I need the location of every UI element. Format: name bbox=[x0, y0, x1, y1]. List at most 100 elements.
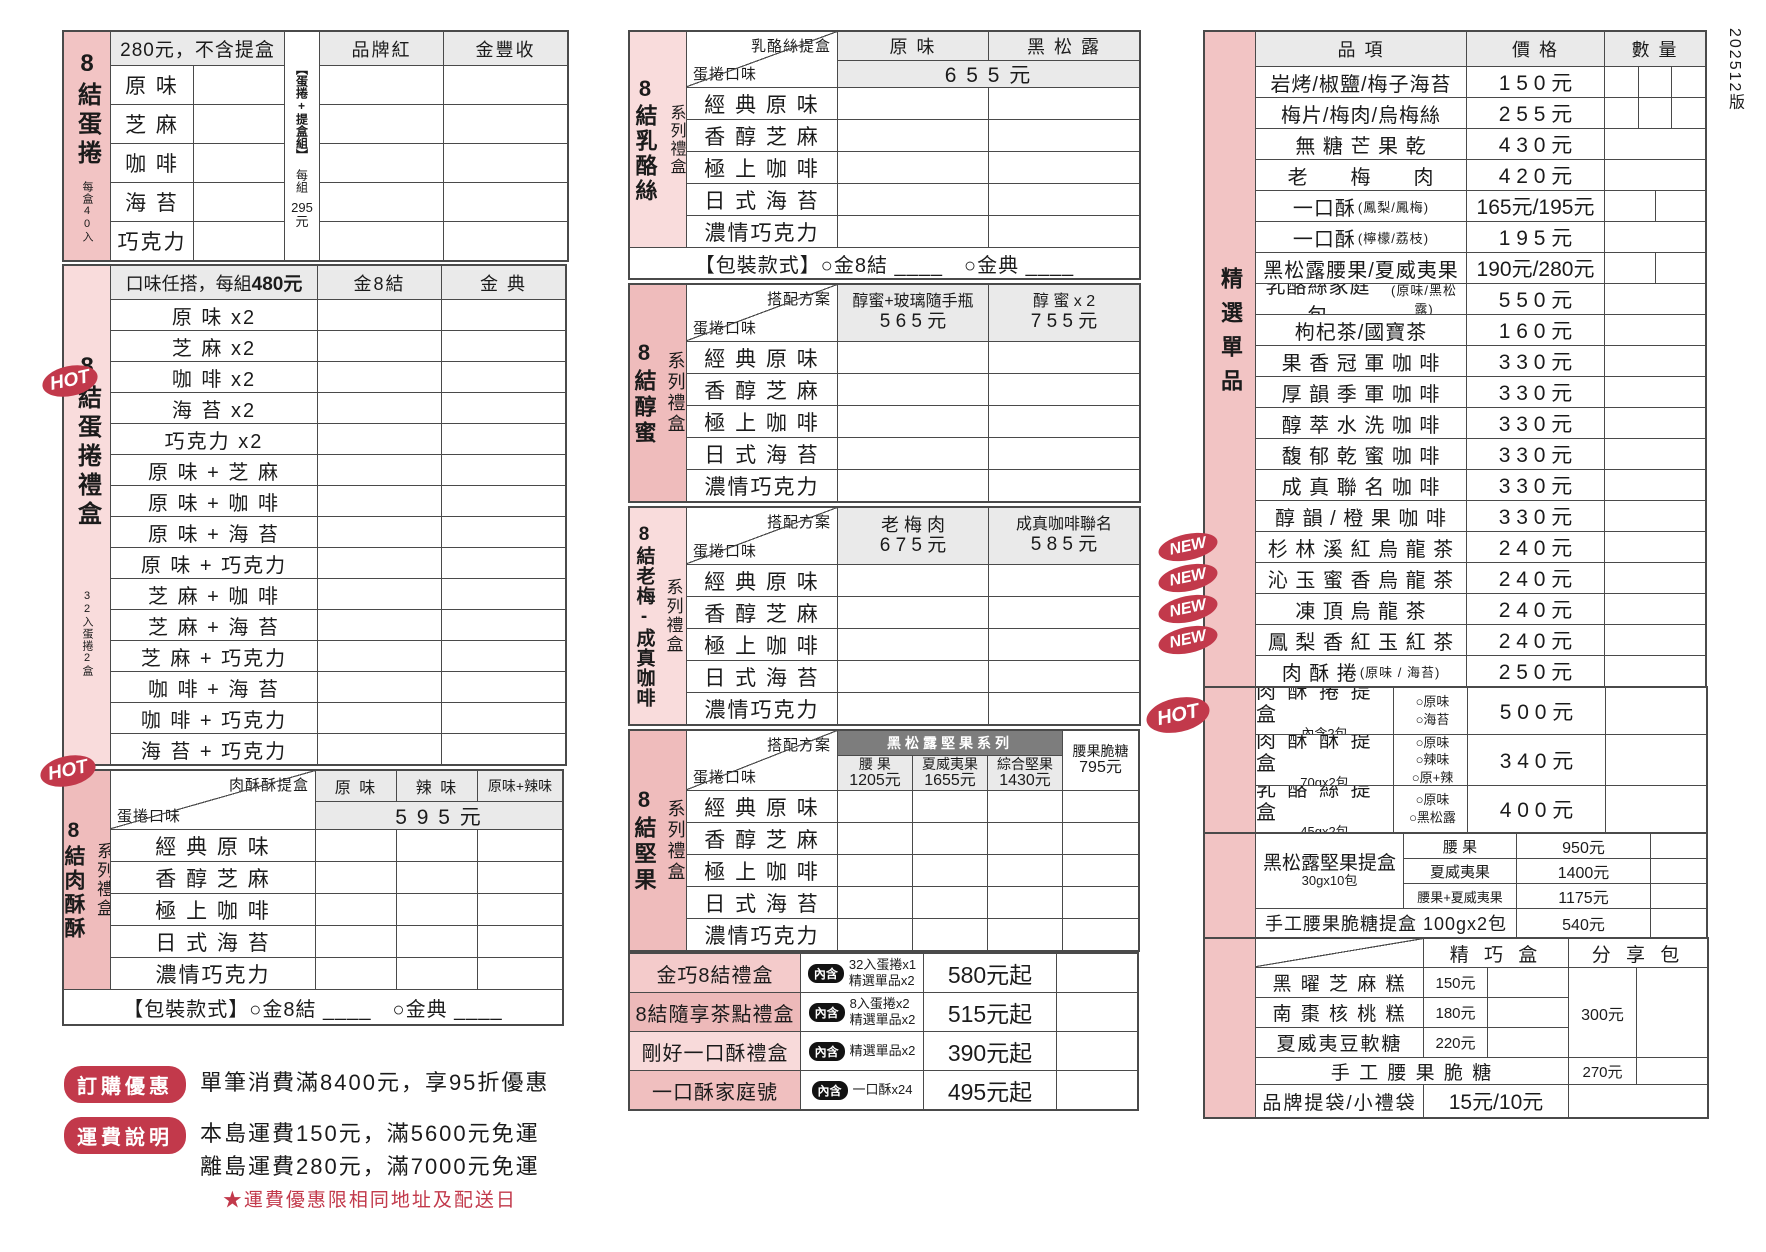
quantity-cell[interactable] bbox=[442, 672, 565, 702]
quantity-cell[interactable] bbox=[1654, 191, 1706, 221]
quantity-cell-group[interactable] bbox=[1605, 532, 1705, 562]
quantity-cell[interactable] bbox=[1605, 532, 1705, 562]
quantity-cell-group[interactable] bbox=[1605, 439, 1705, 469]
quantity-cell[interactable] bbox=[989, 88, 1139, 119]
quantity-cell[interactable] bbox=[318, 734, 441, 764]
quantity-cell[interactable] bbox=[1651, 884, 1706, 908]
quantity-cell[interactable] bbox=[1637, 67, 1672, 97]
quantity-cell[interactable] bbox=[1651, 859, 1706, 883]
quantity-cell-group[interactable] bbox=[1605, 563, 1705, 593]
quantity-cell[interactable] bbox=[318, 703, 441, 733]
quantity-cell[interactable] bbox=[1671, 98, 1705, 128]
quantity-cell[interactable] bbox=[316, 926, 396, 957]
quantity-cell[interactable] bbox=[838, 470, 988, 501]
quantity-cell[interactable] bbox=[838, 661, 988, 692]
quantity-cell[interactable] bbox=[989, 216, 1139, 247]
quantity-cell[interactable] bbox=[838, 152, 988, 183]
quantity-cell[interactable] bbox=[1488, 1028, 1568, 1057]
quantity-cell[interactable] bbox=[478, 926, 562, 957]
quantity-cell[interactable] bbox=[194, 183, 284, 221]
packaging-style-row[interactable]: 【包裝款式】○金8結 ____ ○金典 ____ bbox=[630, 248, 1139, 278]
flavor-options[interactable]: ○原味 ○海苔 bbox=[1394, 688, 1467, 734]
quantity-cell[interactable] bbox=[318, 455, 441, 485]
quantity-cell-group[interactable] bbox=[1605, 346, 1705, 376]
quantity-cell[interactable] bbox=[1605, 563, 1705, 593]
quantity-cell[interactable] bbox=[1063, 791, 1138, 822]
quantity-cell[interactable] bbox=[442, 424, 565, 454]
quantity-cell[interactable] bbox=[1605, 346, 1705, 376]
quantity-cell[interactable] bbox=[1057, 993, 1137, 1031]
quantity-cell[interactable] bbox=[444, 105, 567, 143]
quantity-cell-group[interactable] bbox=[1605, 656, 1705, 686]
quantity-cell[interactable] bbox=[397, 830, 477, 861]
quantity-cell[interactable] bbox=[1057, 1032, 1137, 1070]
quantity-cell[interactable] bbox=[478, 894, 562, 925]
quantity-cell[interactable] bbox=[838, 855, 912, 886]
quantity-cell[interactable] bbox=[318, 610, 441, 640]
quantity-cell[interactable] bbox=[316, 958, 396, 989]
quantity-cell[interactable] bbox=[1637, 98, 1672, 128]
quantity-cell[interactable] bbox=[318, 641, 441, 671]
quantity-cell[interactable] bbox=[1063, 855, 1138, 886]
quantity-cell[interactable] bbox=[1637, 1058, 1707, 1084]
quantity-cell[interactable] bbox=[320, 105, 443, 143]
quantity-cell[interactable] bbox=[1605, 67, 1638, 97]
quantity-cell[interactable] bbox=[1605, 284, 1705, 314]
quantity-cell[interactable] bbox=[913, 887, 987, 918]
quantity-cell[interactable] bbox=[444, 66, 567, 104]
quantity-cell[interactable] bbox=[316, 830, 396, 861]
quantity-cell-group[interactable] bbox=[1605, 501, 1705, 531]
quantity-cell-group[interactable] bbox=[1605, 222, 1705, 252]
quantity-cell[interactable] bbox=[442, 579, 565, 609]
quantity-cell[interactable] bbox=[838, 438, 988, 469]
quantity-cell[interactable] bbox=[442, 455, 565, 485]
quantity-cell[interactable] bbox=[838, 919, 912, 950]
flavor-options[interactable]: ○原味 ○辣味 ○原+辣 bbox=[1394, 735, 1467, 785]
quantity-cell[interactable] bbox=[1488, 968, 1568, 997]
quantity-cell-group[interactable] bbox=[1605, 377, 1705, 407]
quantity-cell[interactable] bbox=[397, 894, 477, 925]
quantity-cell[interactable] bbox=[1606, 786, 1706, 832]
quantity-cell[interactable] bbox=[318, 331, 441, 361]
quantity-cell[interactable] bbox=[1651, 834, 1706, 858]
quantity-cell[interactable] bbox=[1606, 688, 1706, 734]
quantity-cell[interactable] bbox=[913, 855, 987, 886]
quantity-cell[interactable] bbox=[442, 393, 565, 423]
quantity-cell[interactable] bbox=[838, 823, 912, 854]
quantity-cell[interactable] bbox=[1057, 1071, 1137, 1109]
quantity-cell-group[interactable] bbox=[1605, 315, 1705, 345]
quantity-cell[interactable] bbox=[988, 887, 1062, 918]
quantity-cell[interactable] bbox=[1605, 222, 1705, 252]
quantity-cell[interactable] bbox=[444, 183, 567, 221]
quantity-cell[interactable] bbox=[838, 693, 988, 724]
quantity-cell[interactable] bbox=[442, 331, 565, 361]
quantity-cell[interactable] bbox=[320, 183, 443, 221]
quantity-cell[interactable] bbox=[988, 823, 1062, 854]
quantity-cell[interactable] bbox=[442, 548, 565, 578]
quantity-cell[interactable] bbox=[989, 374, 1139, 405]
quantity-cell[interactable] bbox=[318, 393, 441, 423]
quantity-cell[interactable] bbox=[988, 919, 1062, 950]
quantity-cell[interactable] bbox=[478, 830, 562, 861]
quantity-cell[interactable] bbox=[1605, 470, 1705, 500]
quantity-cell[interactable] bbox=[1605, 315, 1705, 345]
quantity-cell[interactable] bbox=[838, 887, 912, 918]
quantity-cell[interactable] bbox=[838, 374, 988, 405]
quantity-cell[interactable] bbox=[989, 693, 1139, 724]
quantity-cell-group[interactable] bbox=[1605, 191, 1705, 221]
quantity-cell[interactable] bbox=[194, 144, 284, 182]
packaging-style-row[interactable]: 【包裝款式】○金8結 ____ ○金典 ____ bbox=[64, 990, 562, 1024]
quantity-cell[interactable] bbox=[318, 517, 441, 547]
quantity-cell-group[interactable] bbox=[1605, 253, 1705, 283]
quantity-cell[interactable] bbox=[194, 222, 284, 260]
quantity-cell[interactable] bbox=[989, 406, 1139, 437]
quantity-cell[interactable] bbox=[1605, 501, 1705, 531]
quantity-cell[interactable] bbox=[320, 144, 443, 182]
quantity-cell-group[interactable] bbox=[1605, 594, 1705, 624]
quantity-cell[interactable] bbox=[194, 66, 284, 104]
quantity-cell[interactable] bbox=[320, 66, 443, 104]
quantity-cell[interactable] bbox=[1605, 98, 1638, 128]
quantity-cell[interactable] bbox=[1063, 823, 1138, 854]
quantity-cell[interactable] bbox=[1605, 253, 1655, 283]
quantity-cell[interactable] bbox=[320, 222, 443, 260]
